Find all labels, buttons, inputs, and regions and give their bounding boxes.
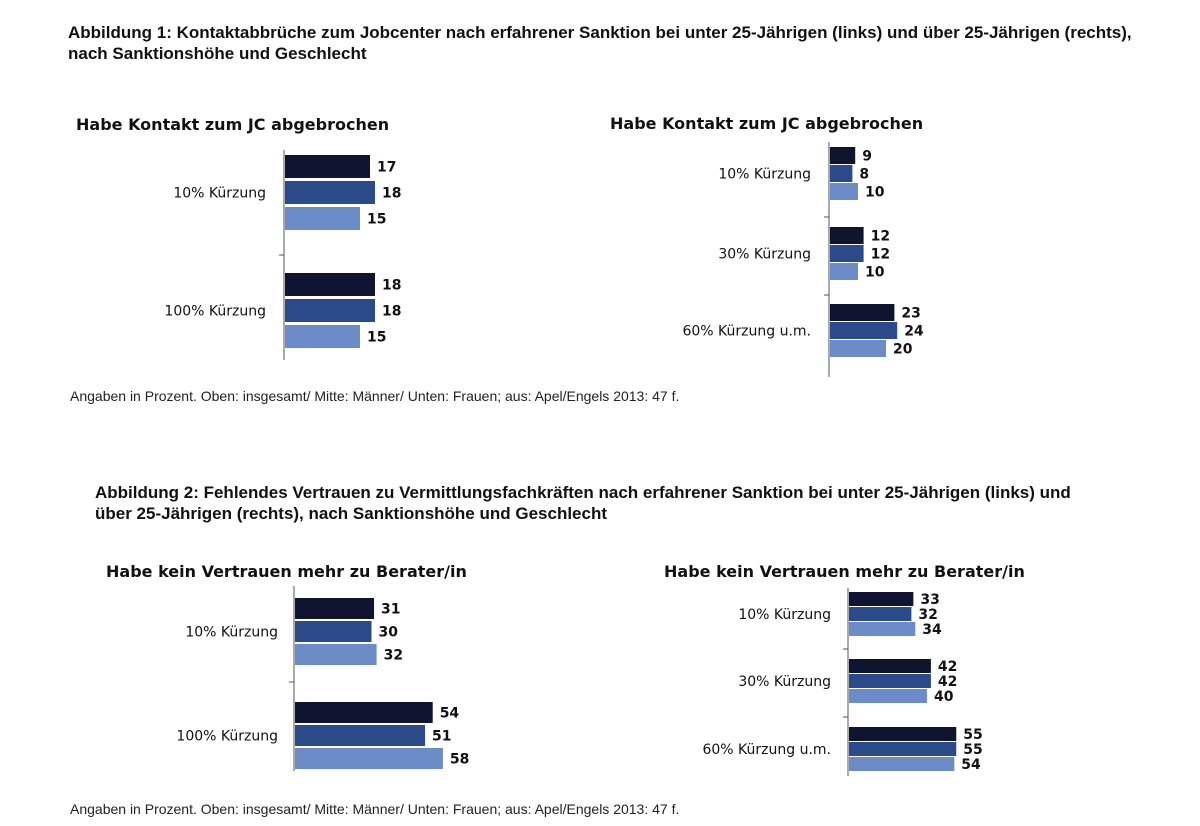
- value-label: 51: [432, 729, 451, 745]
- bar-frauen: [285, 325, 360, 348]
- category-label: 10% Kürzung: [738, 607, 831, 623]
- category-label: 10% Kürzung: [173, 186, 266, 202]
- bar-insgesamt: [830, 227, 864, 244]
- value-label: 31: [381, 602, 400, 618]
- value-label: 32: [384, 648, 403, 664]
- chart-title: Habe kein Vertrauen mehr zu Berater/in: [106, 562, 467, 581]
- figure-1-title: Abbildung 1: Kontaktabbrüche zum Jobcent…: [68, 23, 1132, 63]
- bar-frauen: [830, 340, 886, 357]
- bar-maenner: [849, 742, 957, 756]
- value-label: 42: [938, 659, 957, 675]
- chart-contact-under-25: Habe Kontakt zum JC abgebrochen 10% Kürzu…: [76, 115, 401, 360]
- bar-maenner: [295, 725, 426, 746]
- bar-insgesamt: [295, 702, 433, 723]
- bar-frauen: [830, 183, 858, 200]
- chart-title: Habe Kontakt zum JC abgebrochen: [76, 115, 389, 134]
- category-label: 60% Kürzung u.m.: [682, 324, 811, 340]
- bar-frauen: [849, 689, 927, 703]
- figure-1-caption: Angaben in Prozent. Oben: insgesamt/ Mit…: [70, 388, 680, 404]
- value-label: 30: [379, 625, 399, 641]
- value-label: 18: [382, 278, 401, 294]
- chart-trust-over-25: Habe kein Vertrauen mehr zu Berater/in 10…: [664, 562, 1025, 776]
- value-label: 9: [862, 149, 872, 165]
- bar-maenner: [849, 607, 912, 621]
- value-label: 24: [904, 324, 924, 340]
- value-label: 42: [938, 674, 957, 690]
- bar-maenner: [285, 181, 375, 204]
- bar-frauen: [295, 644, 377, 665]
- category-label: 60% Kürzung u.m.: [702, 742, 831, 758]
- category-label: 100% Kürzung: [164, 304, 266, 320]
- chart-title: Habe kein Vertrauen mehr zu Berater/in: [664, 562, 1025, 581]
- value-label: 10: [865, 265, 885, 281]
- figure-2-caption: Angaben in Prozent. Oben: insgesamt/ Mit…: [70, 801, 680, 817]
- value-label: 18: [382, 304, 401, 320]
- bar-insgesamt: [830, 147, 856, 164]
- value-label: 10: [865, 185, 885, 201]
- value-label: 55: [963, 742, 982, 758]
- value-label: 17: [377, 160, 396, 176]
- category-label: 10% Kürzung: [718, 167, 811, 183]
- bar-insgesamt: [849, 659, 931, 673]
- bar-insgesamt: [849, 592, 914, 606]
- bar-maenner: [849, 674, 931, 688]
- bar-insgesamt: [285, 155, 370, 178]
- value-label: 15: [367, 212, 386, 228]
- category-label: 100% Kürzung: [176, 729, 278, 745]
- value-label: 12: [871, 229, 890, 245]
- value-label: 34: [922, 622, 942, 638]
- bar-maenner: [830, 165, 853, 182]
- bar-insgesamt: [295, 598, 375, 619]
- chart-contact-over-25: Habe Kontakt zum JC abgebrochen 10% Kürzu…: [610, 114, 924, 377]
- bar-insgesamt: [830, 304, 895, 321]
- figure-2-title: Abbildung 2: Fehlendes Vertrauen zu Verm…: [95, 483, 1071, 523]
- value-label: 18: [382, 186, 401, 202]
- bar-maenner: [830, 245, 864, 262]
- chart-trust-under-25: Habe kein Vertrauen mehr zu Berater/in 10…: [106, 562, 469, 771]
- value-label: 40: [934, 689, 954, 705]
- value-label: 33: [920, 592, 939, 608]
- chart-title: Habe Kontakt zum JC abgebrochen: [610, 114, 923, 133]
- value-label: 32: [918, 607, 937, 623]
- value-label: 58: [450, 752, 469, 768]
- value-label: 55: [963, 727, 982, 743]
- category-label: 10% Kürzung: [185, 625, 278, 641]
- bar-frauen: [849, 622, 916, 636]
- category-label: 30% Kürzung: [718, 247, 811, 263]
- value-label: 12: [871, 247, 890, 263]
- value-label: 54: [440, 706, 460, 722]
- bar-frauen: [849, 757, 955, 771]
- value-label: 8: [859, 167, 869, 183]
- category-label: 30% Kürzung: [738, 674, 831, 690]
- bar-insgesamt: [849, 727, 957, 741]
- value-label: 20: [893, 342, 913, 358]
- bar-maenner: [830, 322, 898, 339]
- bar-maenner: [295, 621, 372, 642]
- value-label: 23: [901, 306, 920, 322]
- bar-frauen: [295, 748, 443, 769]
- bar-frauen: [285, 207, 360, 230]
- bar-frauen: [830, 263, 858, 280]
- value-label: 54: [961, 757, 981, 773]
- value-label: 15: [367, 330, 386, 346]
- bar-maenner: [285, 299, 375, 322]
- bar-insgesamt: [285, 273, 375, 296]
